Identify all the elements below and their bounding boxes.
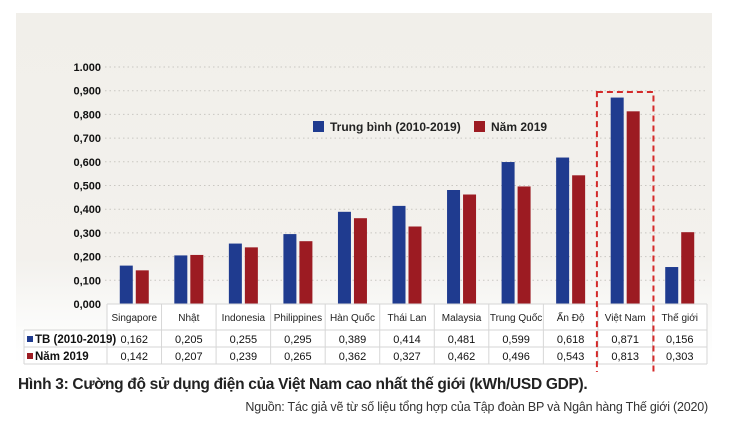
- legend-swatch-2019: [474, 121, 485, 132]
- data-value: 0,295: [284, 334, 312, 346]
- bar-chart: 0,000 0,100 0,200 0,300 0,400 0,500 0,600 0,700…: [23, 62, 708, 372]
- data-value: 0,599: [502, 334, 530, 346]
- data-value: 0,265: [284, 351, 312, 363]
- bar-average: [610, 97, 624, 304]
- bar-2019: [408, 226, 422, 304]
- category-label: Nhật: [178, 313, 199, 324]
- data-table: Singapore Nhật Indonesia Philippines Hàn Quố…: [23, 303, 708, 365]
- bar-average: [501, 162, 515, 304]
- table-header-bg: [107, 304, 707, 330]
- y-tick-label: 0,400: [73, 204, 101, 216]
- data-value: 0,207: [175, 351, 203, 363]
- y-tick-label: 0,200: [73, 252, 101, 264]
- legend-label-average: Trung bình (2010-2019): [330, 120, 461, 134]
- highlight-dashed-box: [595, 91, 655, 372]
- bar-2019: [463, 194, 477, 304]
- legend-label-2019: Năm 2019: [491, 120, 547, 134]
- data-value: 0,618: [557, 334, 585, 346]
- category-label: Hàn Quốc: [330, 312, 375, 324]
- data-value: 0,156: [666, 334, 694, 346]
- row-legend-swatch-2019: [27, 353, 33, 359]
- y-axis: 0,000 0,100 0,200 0,300 0,400 0,500 0,600 0,700…: [73, 62, 101, 311]
- row-label: Năm 2019: [35, 351, 89, 363]
- data-value: 0,142: [121, 351, 149, 363]
- data-value: 0,327: [393, 351, 421, 363]
- bar-2019: [299, 241, 313, 304]
- bar-average: [337, 211, 351, 304]
- category-label: Việt Nam: [605, 313, 646, 324]
- y-tick-label: 0,300: [73, 228, 101, 240]
- data-value: 0,543: [557, 351, 585, 363]
- source-note: Nguồn: Tác giả vẽ từ số liệu tổng hợp củ…: [245, 400, 708, 414]
- bar-2019: [135, 270, 149, 304]
- category-label: Philippines: [274, 313, 322, 324]
- bar-average: [447, 190, 461, 304]
- data-value: 0,462: [448, 351, 476, 363]
- data-value: 0,255: [230, 334, 258, 346]
- y-tick-label: 1.000: [73, 62, 101, 74]
- row-label: TB (2010-2019): [35, 334, 116, 346]
- data-value: 0,389: [339, 334, 367, 346]
- bar-2019: [626, 111, 640, 304]
- category-label: Indonesia: [222, 313, 266, 324]
- y-tick-label: 0,100: [73, 275, 101, 287]
- data-value: 0,205: [175, 334, 203, 346]
- row-legend-swatch-average: [27, 336, 33, 342]
- category-label: Thế giới: [661, 312, 698, 324]
- data-value: 0,362: [339, 351, 367, 363]
- data-value: 0,813: [611, 351, 639, 363]
- legend: Trung bình (2010-2019) Năm 2019: [313, 120, 547, 134]
- bar-average: [174, 255, 188, 304]
- bar-2019: [244, 247, 258, 304]
- y-tick-label: 0,900: [73, 86, 101, 98]
- bar-2019: [190, 254, 204, 304]
- y-tick-label: 0,700: [73, 133, 101, 145]
- category-label: Malaysia: [442, 313, 482, 324]
- data-value: 0,414: [393, 334, 421, 346]
- bar-average: [228, 243, 242, 304]
- legend-swatch-average: [313, 121, 324, 132]
- data-value: 0,303: [666, 351, 694, 363]
- highlight-box: [595, 91, 655, 372]
- bar-2019: [353, 218, 367, 304]
- y-tick-label: 0,600: [73, 157, 101, 169]
- bar-2019: [572, 175, 586, 304]
- category-label: Thái Lan: [388, 313, 427, 324]
- bar-average: [392, 205, 406, 304]
- bar-average: [119, 265, 133, 304]
- y-tick-label: 0,000: [73, 299, 101, 311]
- bar-2019: [517, 186, 531, 304]
- figure-caption: Hình 3: Cường độ sử dụng điện của Việt N…: [18, 376, 588, 393]
- data-value: 0,496: [502, 351, 530, 363]
- category-label: Trung Quốc: [490, 312, 542, 324]
- bar-average: [665, 267, 679, 304]
- data-value: 0,239: [230, 351, 258, 363]
- data-value: 0,162: [121, 334, 149, 346]
- y-tick-label: 0,500: [73, 181, 101, 193]
- bars: [119, 97, 695, 304]
- bar-2019: [681, 232, 695, 304]
- category-label: Ấn Độ: [557, 311, 585, 324]
- gridlines: [105, 66, 707, 281]
- y-tick-label: 0,800: [73, 109, 101, 121]
- data-value: 0,481: [448, 334, 476, 346]
- bar-average: [283, 234, 297, 304]
- bar-average: [556, 157, 570, 304]
- data-value: 0,871: [611, 334, 639, 346]
- category-label: Singapore: [111, 313, 157, 324]
